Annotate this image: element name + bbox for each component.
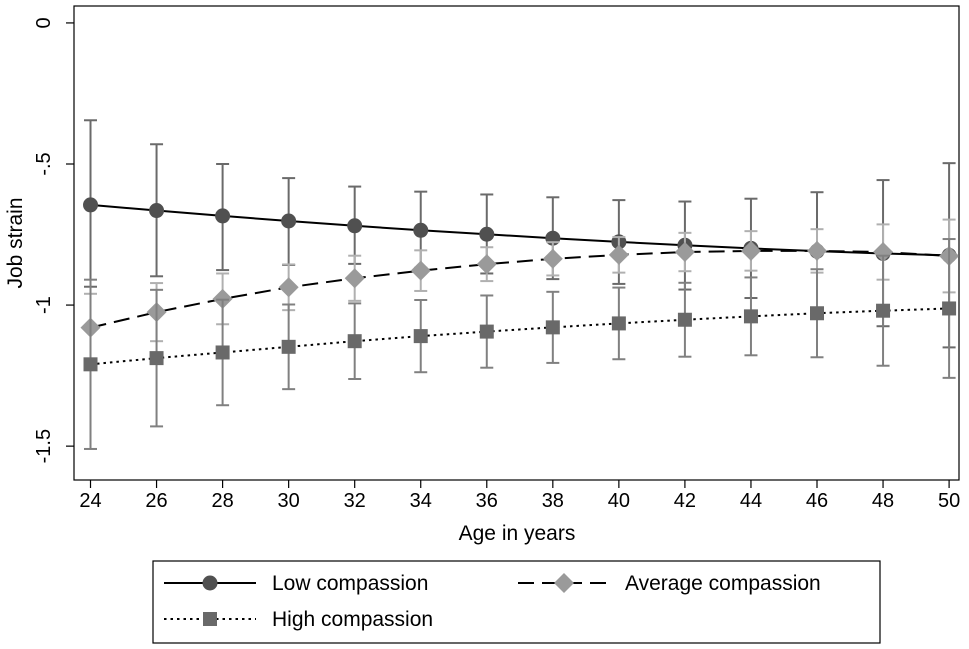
marker-low-compassion-36 <box>479 226 495 242</box>
x-tick-label-24: 24 <box>79 490 101 512</box>
marker-high-compassion-40 <box>611 316 626 331</box>
marker-high-compassion-42 <box>677 312 692 327</box>
marker-high-compassion-26 <box>149 351 164 366</box>
x-tick-label-48: 48 <box>872 490 894 512</box>
marker-high-compassion-30 <box>281 339 296 354</box>
y-tick-label-2: -1 <box>33 296 55 314</box>
y-tick-label-0: 0 <box>33 17 55 28</box>
marker-high-compassion-24 <box>83 357 98 372</box>
legend-label-low-compassion: Low compassion <box>272 572 428 595</box>
x-tick-label-50: 50 <box>938 490 960 512</box>
marker-average-compassion-34 <box>410 260 431 281</box>
series-average-compassion <box>80 218 959 363</box>
legend-box <box>152 560 881 644</box>
marker-low-compassion-30 <box>281 213 297 229</box>
marker-low-compassion-26 <box>149 203 165 219</box>
y-tick-label-1: -.5 <box>33 152 55 175</box>
marker-high-compassion-48 <box>876 303 891 318</box>
x-tick-label-46: 46 <box>806 490 828 512</box>
marker-high-compassion-34 <box>413 329 428 344</box>
marker-high-compassion-32 <box>347 334 362 349</box>
marker-average-compassion-48 <box>873 242 894 263</box>
marker-low-compassion-28 <box>215 208 231 224</box>
marker-average-compassion-38 <box>542 248 563 269</box>
x-axis-title: Age in years <box>459 522 576 545</box>
marker-average-compassion-36 <box>476 254 497 275</box>
x-tick-label-40: 40 <box>608 490 630 512</box>
marker-average-compassion-42 <box>674 242 695 263</box>
marker-low-compassion-24 <box>83 197 99 213</box>
marker-high-compassion-46 <box>810 306 825 321</box>
x-tick-label-26: 26 <box>145 490 167 512</box>
marker-high-compassion-44 <box>743 309 758 324</box>
legend: Low compassion Average compassion High com… <box>152 560 881 644</box>
marker-average-compassion-44 <box>740 240 761 261</box>
x-tick-label-38: 38 <box>542 490 564 512</box>
series-high-compassion <box>83 238 957 450</box>
x-tick-label-42: 42 <box>674 490 696 512</box>
marker-high-compassion-28 <box>215 345 230 360</box>
x-tick-label-32: 32 <box>344 490 366 512</box>
marker-high-compassion-36 <box>479 324 494 339</box>
x-tick-label-36: 36 <box>476 490 498 512</box>
marker-average-compassion-40 <box>608 244 629 265</box>
marker-average-compassion-46 <box>807 240 828 261</box>
x-tick-label-28: 28 <box>211 490 233 512</box>
y-axis-title: Job strain <box>4 197 27 288</box>
marker-average-compassion-30 <box>278 277 299 298</box>
x-tick-label-34: 34 <box>410 490 432 512</box>
series-line-high-compassion <box>90 307 950 366</box>
marker-high-compassion-38 <box>545 320 560 335</box>
y-tick-label-3: -1.5 <box>33 429 55 463</box>
plot-area <box>73 5 960 481</box>
marker-high-compassion-50 <box>942 301 957 316</box>
x-tick-label-30: 30 <box>278 490 300 512</box>
legend-marker-average-compassion <box>554 573 574 593</box>
legend-label-high-compassion: High compassion <box>272 608 433 631</box>
marker-low-compassion-34 <box>413 222 429 238</box>
marker-average-compassion-32 <box>344 268 365 289</box>
legend-marker-low-compassion <box>202 575 218 591</box>
legend-label-average-compassion: Average compassion <box>625 572 821 595</box>
marker-low-compassion-32 <box>347 218 363 234</box>
x-tick-label-44: 44 <box>740 490 762 512</box>
legend-marker-high-compassion <box>203 612 217 626</box>
series-line-average-compassion <box>90 249 950 329</box>
